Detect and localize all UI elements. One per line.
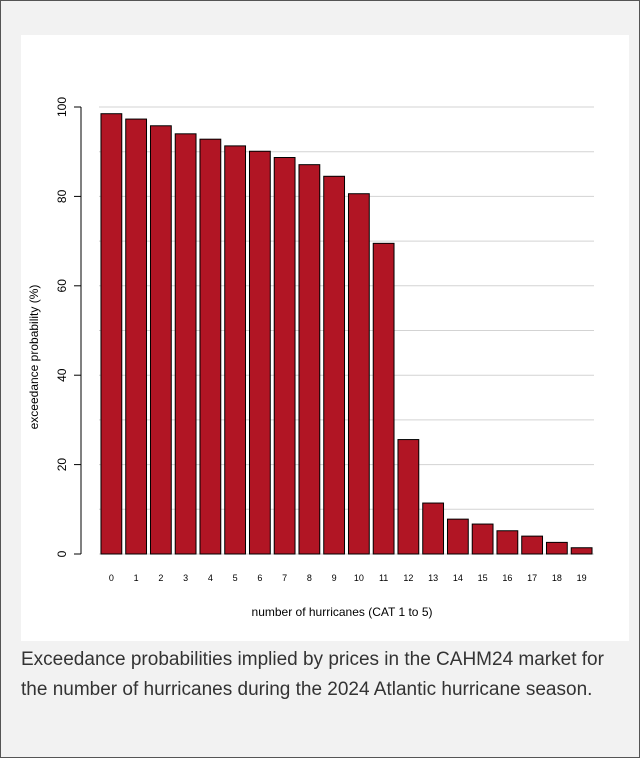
figure-caption: Exceedance probabilities implied by pric…: [21, 649, 604, 700]
bar-15: [471, 523, 494, 555]
x-tick-label: 14: [453, 573, 463, 583]
x-tick-label: 11: [379, 573, 388, 583]
y-axis: 0 20 40 60 80 100: [55, 97, 82, 557]
chart-panel: 0 20 40 60 80 100 0 1 2 3 4 5 6 7 8 9 10 11 12 13 14 15 16 17 1…: [21, 35, 629, 641]
bar-14: [446, 518, 469, 555]
bar-19: [570, 547, 593, 555]
x-tick-labels: 0 1 2 3 4 5 6 7 8 9 10 11 12 13 14 15 16 17 18 19: [109, 573, 587, 583]
bar-12: [397, 439, 420, 555]
bar-13: [422, 502, 445, 555]
x-tick-label: 12: [403, 573, 413, 583]
bar-0: [100, 113, 123, 555]
bar-1: [125, 118, 148, 555]
bar-9: [323, 175, 346, 555]
bar-18: [545, 541, 568, 555]
bar-4: [199, 138, 222, 555]
x-tick-label: 19: [577, 573, 587, 583]
y-tick-label: 80: [55, 189, 69, 203]
x-tick-label: 10: [354, 573, 364, 583]
y-tick-label: 40: [55, 368, 69, 382]
x-tick-label: 18: [552, 573, 562, 583]
x-tick-label: 13: [428, 573, 438, 583]
x-tick-label: 17: [527, 573, 537, 583]
x-tick-label: 4: [208, 573, 213, 583]
x-tick-label: 7: [282, 573, 287, 583]
bar-5: [224, 145, 247, 555]
x-axis-label: number of hurricanes (CAT 1 to 5): [252, 605, 433, 619]
x-tick-label: 9: [332, 573, 337, 583]
bar-3: [174, 133, 197, 555]
bar-6: [248, 150, 271, 555]
bar-7: [273, 157, 296, 555]
bar-16: [496, 530, 519, 555]
x-tick-label: 3: [183, 573, 188, 583]
x-tick-label: 16: [502, 573, 512, 583]
bar-17: [521, 535, 544, 555]
bar-10: [347, 193, 370, 555]
bar-2: [149, 125, 172, 555]
bar-11: [372, 242, 395, 555]
x-tick-label: 6: [257, 573, 262, 583]
x-tick-label: 1: [134, 573, 139, 583]
x-tick-label: 2: [158, 573, 163, 583]
y-tick-label: 60: [55, 279, 69, 293]
x-tick-label: 15: [478, 573, 488, 583]
bars: [100, 113, 593, 555]
y-tick-label: 20: [55, 458, 69, 472]
gridlines: [99, 106, 594, 555]
x-tick-label: 5: [233, 573, 238, 583]
y-axis-label: exceedance probability (%): [27, 285, 41, 430]
x-tick-label: 0: [109, 573, 114, 583]
y-tick-label: 0: [55, 550, 69, 557]
y-tick-label: 100: [55, 97, 69, 117]
x-tick-label: 8: [307, 573, 312, 583]
bar-8: [298, 164, 321, 555]
